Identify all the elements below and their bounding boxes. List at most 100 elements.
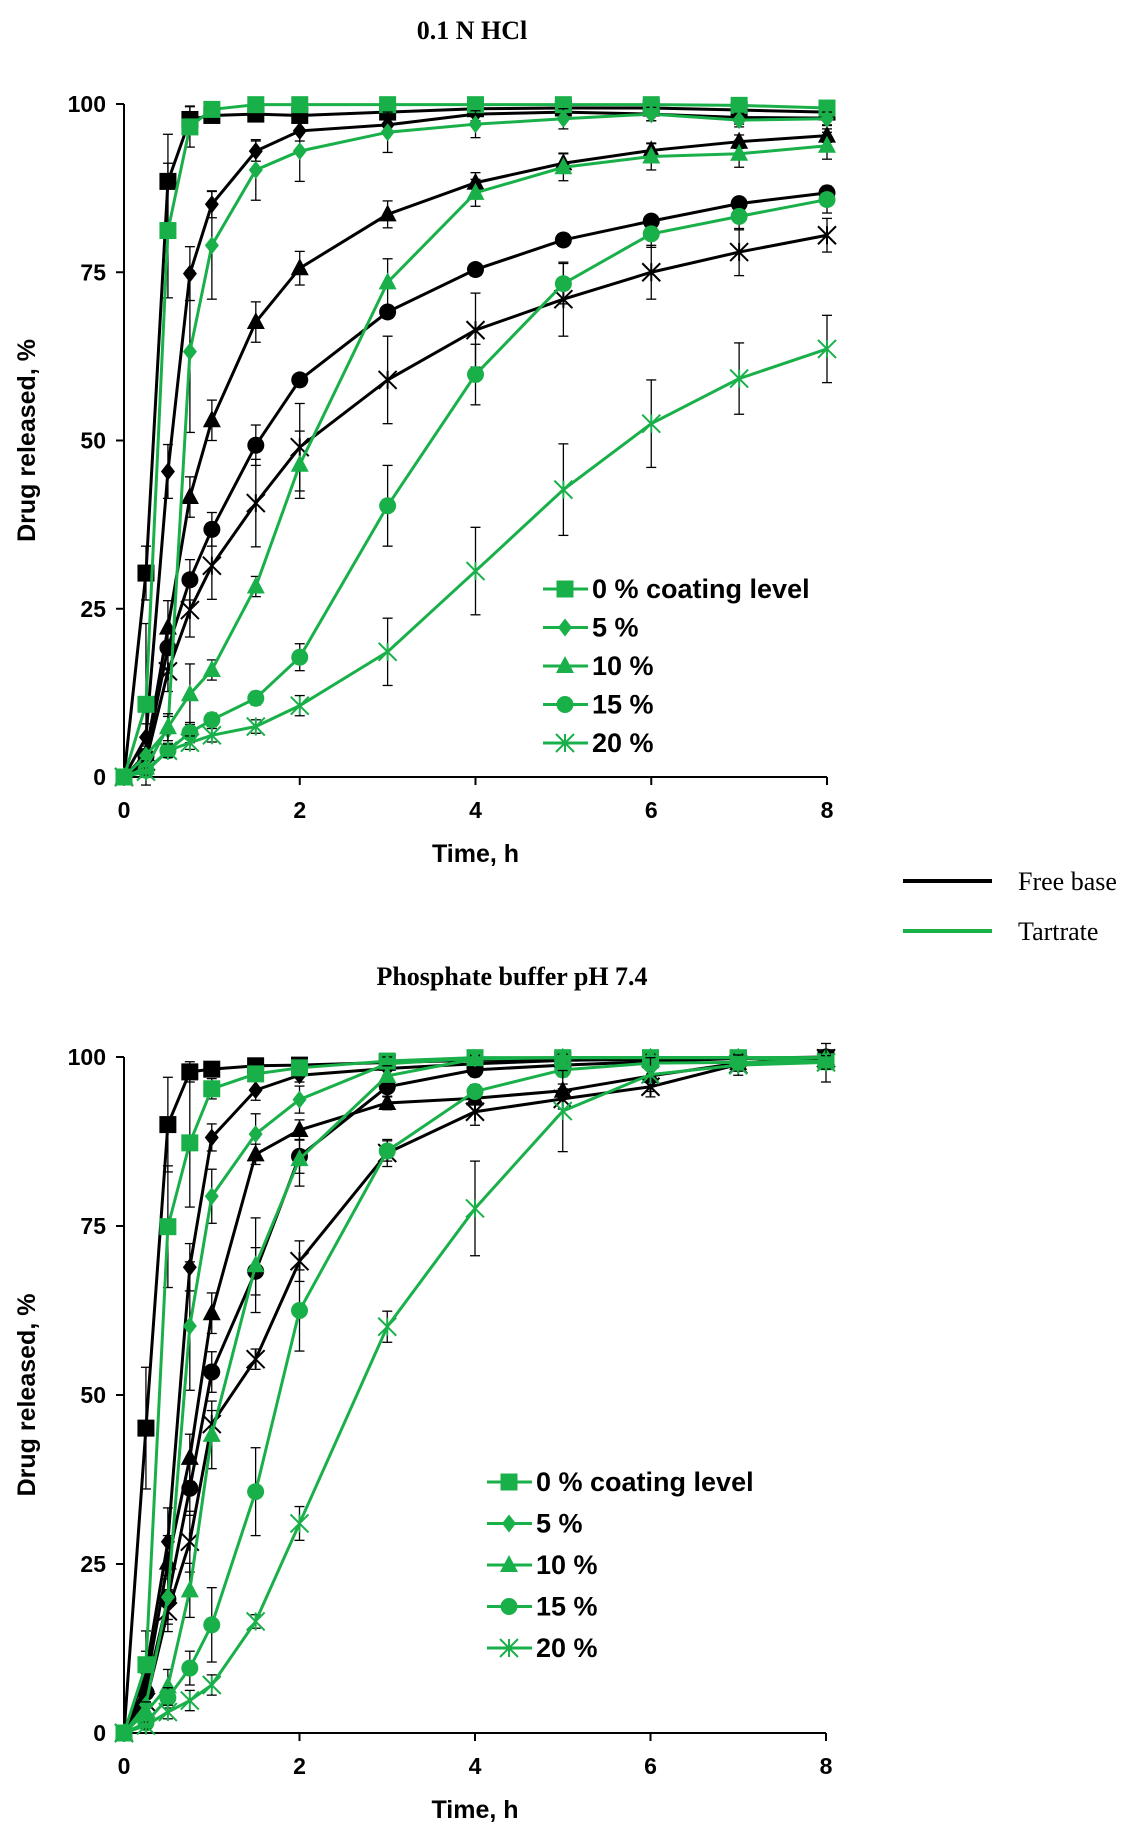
series-free-base-20 [114,217,837,787]
data-point [247,1065,265,1083]
data-point [204,236,219,255]
data-point [203,1080,221,1098]
series-line [122,1056,826,1735]
x-tick-label: 6 [645,797,658,823]
data-point [290,258,309,276]
data-point [158,741,178,761]
data-point [181,1134,199,1152]
series-line [122,1056,827,1734]
data-point [816,1052,836,1073]
series-line [122,1055,827,1734]
y-tick-label: 50 [80,1382,106,1408]
data-point [729,242,749,262]
legend-marker [558,618,572,637]
legend-marker [500,1598,518,1615]
data-point [114,767,134,787]
data-point [554,157,573,175]
data-point [203,1060,221,1078]
data-point [181,1479,199,1497]
data-point [642,225,660,243]
data-point [203,711,221,729]
data-point [136,761,156,782]
series-tartrate-20 [114,314,837,787]
series-line [122,1056,827,1734]
x-axis-label: Time, h [431,1796,518,1822]
data-point [728,1055,748,1075]
data-point [203,100,221,118]
data-point [640,1064,661,1085]
data-point [465,1102,485,1122]
series-tartrate-5 [117,1048,833,1742]
legend-marker [555,733,575,753]
data-point [378,1065,397,1083]
legend-marker [556,656,574,673]
chart-title-hcl: 0.1 N HCl [417,16,528,45]
x-tick-label: 8 [821,797,834,823]
data-point [137,695,155,713]
data-point [114,1723,134,1743]
series-tartrate-10 [115,131,836,784]
data-point [202,555,222,576]
y-tick-label: 100 [68,91,106,117]
data-point [246,716,266,737]
data-point [554,1061,572,1079]
y-tick-label: 0 [93,764,106,790]
data-point [554,231,572,249]
data-point [160,1588,175,1607]
x-tick-label: 6 [644,1753,657,1779]
data-point [136,1702,155,1720]
data-point [818,135,836,153]
data-point [378,1092,397,1110]
data-point [137,1419,155,1437]
data-point [289,1513,310,1534]
y-tick-label: 75 [80,259,106,285]
data-point [246,576,265,594]
data-point [246,1255,265,1273]
data-point [556,109,571,128]
legend-marker [502,1514,516,1533]
data-point [290,695,310,716]
data-point [290,1120,309,1138]
data-point [644,105,659,124]
data-point [204,1187,219,1206]
data-point [730,143,749,161]
data-point [180,487,199,505]
y-tick-label: 50 [80,428,106,454]
y-tick-label: 25 [80,1551,106,1577]
data-point [377,642,398,662]
data-point [247,96,265,114]
legend-label: 10 % [592,651,654,681]
series-tartrate-0 [115,96,836,786]
data-point [248,1081,263,1100]
chart-title-phosphate: Phosphate buffer pH 7.4 [376,962,647,991]
data-point [202,1303,221,1321]
data-point [203,1363,221,1381]
data-point [245,1349,266,1369]
legend-label: 10 % [536,1550,598,1580]
data-point [137,564,155,582]
data-point [202,659,221,677]
chart-hcl: 0 25 50 75 100 0 2 4 6 8 Time, h Drug released, % 0 … [13,91,837,868]
data-point [181,118,199,136]
data-point [466,1049,484,1067]
series-line [122,112,828,779]
x-tick-label: 0 [118,797,131,823]
data-point [180,684,199,702]
data-point [158,661,178,682]
data-point [642,146,661,164]
data-point [202,410,221,428]
data-point [202,1424,221,1442]
series-free-base-5 [117,1048,833,1742]
x-tick-label: 4 [469,1753,482,1779]
data-point [291,1302,308,1319]
data-point [181,724,199,742]
y-tick-label: 100 [68,1044,106,1070]
legend-label: 0 % coating level [536,1467,754,1497]
data-point [291,371,309,389]
y-axis-label: Drug released, % [13,1294,41,1497]
data-point [379,303,397,321]
legend: 0 % coating level 5 % 10 % 15 % 20 % [543,574,810,758]
legend-label: 0 % coating level [592,574,810,604]
data-point [247,1483,265,1501]
data-point [817,339,837,359]
